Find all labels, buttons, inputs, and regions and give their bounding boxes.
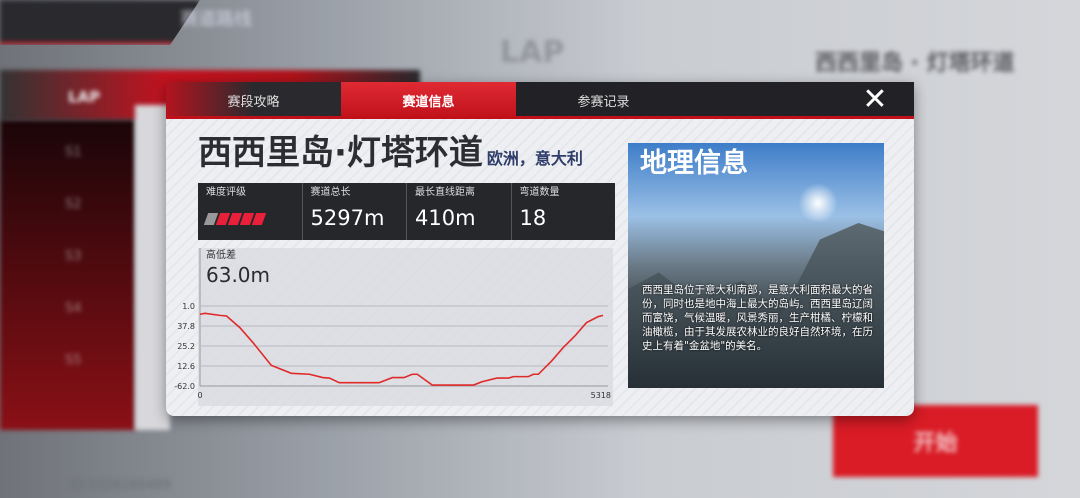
- elevation-chart: 高低差 63.0m -62.0 12.6 25.2 37.8 1.0 0 5318: [174, 248, 613, 406]
- geo-info-card: 地理信息 西西里岛位于意大利南部，是意大利面积最大的省份，同时也是地中海上最大的…: [628, 143, 884, 388]
- y-tick-label: 1.0: [182, 302, 195, 311]
- tab-bar: 赛段攻略 赛道信息 参赛记录: [166, 82, 914, 118]
- stat-value: 18: [519, 206, 547, 230]
- bg-title: 赛道路线: [180, 9, 252, 30]
- difficulty-bar: [251, 213, 267, 225]
- stat-value: 5297m: [310, 206, 385, 230]
- bg-sector-list: S1 S2 S3 S4 S5: [0, 120, 135, 430]
- tab-segment-guide[interactable]: 赛段攻略: [166, 82, 341, 118]
- y-tick-label: 12.6: [177, 362, 195, 371]
- x-tick-label: 5318: [591, 391, 611, 400]
- difficulty-rating: [203, 213, 294, 225]
- chart-label: 高低差: [206, 250, 236, 261]
- sector-item[interactable]: S2: [65, 197, 82, 212]
- stat-difficulty: 难度评级: [198, 183, 302, 240]
- tab-underline: [166, 116, 914, 119]
- elevation-plot: -62.0 12.6 25.2 37.8 1.0 0 5318: [174, 248, 611, 400]
- stat-label: 弯道数量: [519, 187, 560, 198]
- stat-label: 赛道总长: [310, 187, 351, 198]
- x-tick-label: 0: [197, 391, 202, 400]
- bg-panel: [135, 105, 170, 430]
- sector-item[interactable]: S3: [65, 249, 82, 264]
- elevation-line: [199, 312, 604, 386]
- close-icon[interactable]: ✕: [862, 82, 888, 117]
- stat-label: 难度评级: [206, 187, 246, 198]
- stat-value: 410m: [415, 206, 476, 230]
- track-info-modal: 赛段攻略 赛道信息 参赛记录 ✕ 西西里岛·灯塔环道 欧洲，意大利 难度评级 赛…: [166, 82, 914, 416]
- stat-corners: 弯道数量 18: [510, 183, 616, 240]
- y-tick-label: -62.0: [174, 382, 195, 391]
- start-button[interactable]: 开始: [833, 405, 1038, 477]
- tab-track-info[interactable]: 赛道信息: [341, 82, 516, 118]
- chart-value: 63.0m: [206, 263, 271, 287]
- stat-length: 赛道总长 5297m: [301, 183, 407, 240]
- track-name: 西西里岛·灯塔环道: [198, 133, 483, 173]
- bg-lap-watermark: LAP: [500, 35, 565, 70]
- y-tick-label: 37.8: [177, 322, 195, 331]
- sun-image: [798, 183, 838, 223]
- sector-item[interactable]: S1: [65, 145, 82, 160]
- stat-straight: 最长直线距离 410m: [406, 183, 511, 240]
- tab-race-records[interactable]: 参赛记录: [577, 94, 630, 110]
- track-region: 欧洲，意大利: [486, 149, 583, 168]
- bg-lap-tab[interactable]: LAP: [68, 88, 101, 106]
- bg-track-title: 西西里岛 · 灯塔环道: [815, 51, 1015, 76]
- geo-title: 地理信息: [640, 148, 748, 179]
- geo-description: 西西里岛位于意大利南部，是意大利面积最大的省份，同时也是地中海上最大的岛屿。西西…: [642, 284, 873, 352]
- sector-item[interactable]: S4: [65, 301, 82, 316]
- sector-item[interactable]: S5: [65, 353, 82, 368]
- title-row: 西西里岛·灯塔环道 欧洲，意大利: [198, 132, 623, 174]
- y-tick-label: 25.2: [177, 342, 195, 351]
- stats-bar: 难度评级 赛道总长 5297m 最长直线距离 410m 弯道数量 18: [198, 183, 615, 240]
- back-button[interactable]: [0, 0, 200, 45]
- stat-label: 最长直线距离: [415, 187, 475, 198]
- user-id: ID:1026160489: [70, 478, 171, 493]
